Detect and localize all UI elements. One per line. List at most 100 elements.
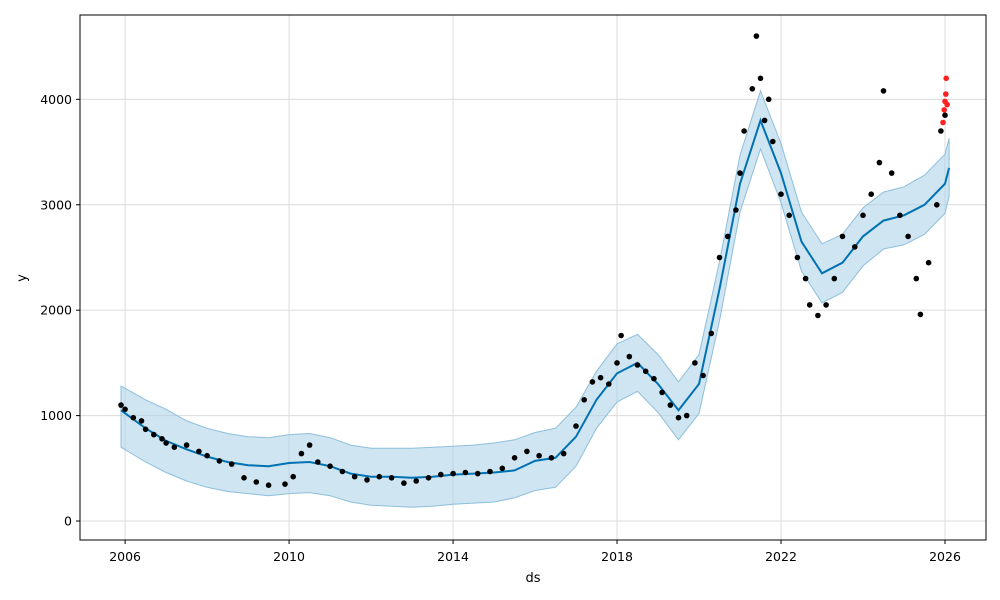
observed-point [614,360,620,366]
test-point [941,107,947,113]
observed-point [376,473,383,480]
x-tick-label: 2018 [601,549,633,564]
observed-point [761,117,768,124]
observed-point [204,452,210,459]
observed-point [786,212,792,219]
observed-point [196,448,202,455]
observed-point [876,159,883,166]
observed-point [716,254,723,261]
uncertainty-interval [120,89,950,508]
observed-point [487,468,493,475]
observed-point [938,128,944,134]
observed-point [548,455,555,461]
uncertainty-band [120,89,950,508]
observed-point [667,402,674,408]
observed-point [757,75,764,82]
observed-point [913,275,920,282]
y-tick-label: 4000 [40,92,72,107]
observed-point [741,128,747,134]
observed-point [708,330,715,337]
x-axis-ticks: 2006 2010 2014 2018 2022 2026 [109,540,961,564]
observed-point [839,233,846,240]
observed-point [425,475,432,481]
x-axis-label: ds [525,571,540,586]
observed-point [183,442,190,448]
observed-point [778,191,784,197]
test-point [943,91,949,97]
observed-point [749,86,756,92]
observed-point [606,381,612,387]
y-tick-label: 3000 [40,197,72,212]
observed-point [228,461,235,467]
observed-point [130,414,137,421]
observed-points [118,33,948,489]
observed-point [142,426,149,433]
observed-point [831,275,838,282]
observed-point [733,207,739,213]
observed-point [942,112,948,118]
observed-point [659,389,665,396]
observed-point [364,477,370,483]
observed-point [692,360,698,366]
observed-point [401,480,407,486]
forecast-line [120,117,951,479]
observed-point [770,138,776,145]
observed-point [171,444,178,451]
observed-point [474,470,481,477]
y-tick-label: 0 [64,514,72,529]
observed-point [159,436,165,442]
observed-point [306,442,313,448]
observed-point [675,414,682,421]
observed-point [163,440,169,446]
observed-point [290,473,297,480]
observed-point [925,259,932,266]
observed-point [151,431,157,438]
observed-point [241,475,247,481]
observed-point [388,475,395,481]
observed-point [351,473,358,480]
observed-point [794,254,801,261]
test-point [940,119,946,126]
observed-point [700,372,706,379]
x-tick-label: 2010 [273,549,305,564]
observed-point [573,423,579,429]
observed-point [815,312,821,319]
test-points [940,75,950,126]
x-tick-label: 2022 [765,549,797,564]
y-tick-label: 2000 [40,303,72,318]
observed-point [860,212,866,219]
plot-frame [79,14,987,541]
x-tick-label: 2026 [929,549,961,564]
observed-point [265,482,272,489]
forecast-line-group [120,117,951,479]
observed-point [880,88,887,94]
observed-point [724,233,731,240]
y-axis-ticks: 0 1000 2000 3000 4000 [40,92,80,529]
observed-point [327,463,333,470]
x-tick-label: 2014 [437,549,469,564]
observed-point [737,170,743,176]
observed-point [651,375,657,382]
observed-point [823,302,829,308]
observed-point [765,96,772,103]
observed-point [138,418,145,424]
observed-point [888,170,895,176]
observed-point [852,244,858,250]
observed-point [897,212,903,219]
observed-point [802,275,809,282]
observed-point [917,311,924,318]
observed-point [753,33,760,39]
observed-point [253,479,260,485]
y-axis-label: y [15,274,30,282]
observed-point [905,233,911,240]
y-tick-label: 1000 [40,408,72,423]
observed-point [868,191,874,197]
observed-point [122,406,128,413]
x-tick-label: 2006 [109,549,141,564]
observed-point [413,478,420,484]
observed-point [511,455,518,461]
observed-point [462,469,469,476]
test-point [944,101,950,108]
